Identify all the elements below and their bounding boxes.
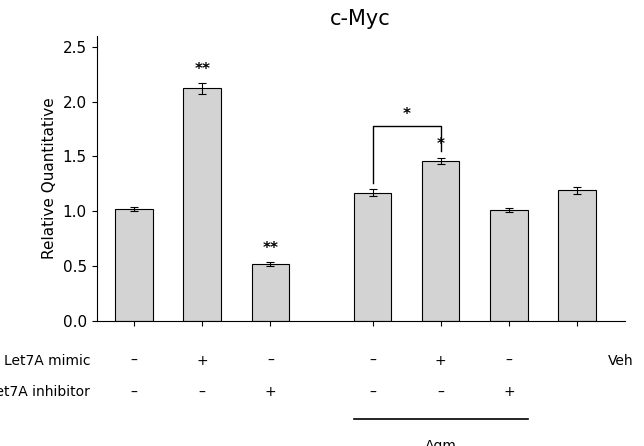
Bar <box>184 88 221 321</box>
Text: Let7A inhibitor: Let7A inhibitor <box>0 385 90 400</box>
Text: –: – <box>369 385 376 400</box>
Text: –: – <box>199 385 205 400</box>
Bar <box>252 264 289 321</box>
Bar <box>490 210 527 321</box>
Text: Let7A mimic: Let7A mimic <box>4 354 90 368</box>
Text: *: * <box>402 107 411 122</box>
Y-axis label: Relative Quantitative: Relative Quantitative <box>43 98 57 259</box>
Text: Veh: Veh <box>608 354 633 368</box>
Text: +: + <box>503 385 515 400</box>
Text: +: + <box>196 354 208 368</box>
Text: **: ** <box>194 62 210 78</box>
Text: Agm: Agm <box>425 439 457 446</box>
Text: +: + <box>435 354 446 368</box>
Text: +: + <box>265 385 276 400</box>
Text: –: – <box>437 385 444 400</box>
Bar <box>354 193 392 321</box>
Bar <box>115 209 153 321</box>
Text: –: – <box>369 354 376 368</box>
Bar <box>422 161 459 321</box>
Title: c-Myc: c-Myc <box>330 8 391 29</box>
Text: **: ** <box>262 241 278 256</box>
Text: –: – <box>131 385 138 400</box>
Text: –: – <box>267 354 274 368</box>
Text: –: – <box>131 354 138 368</box>
Bar <box>558 190 596 321</box>
Text: –: – <box>506 354 512 368</box>
Text: *: * <box>437 137 445 152</box>
